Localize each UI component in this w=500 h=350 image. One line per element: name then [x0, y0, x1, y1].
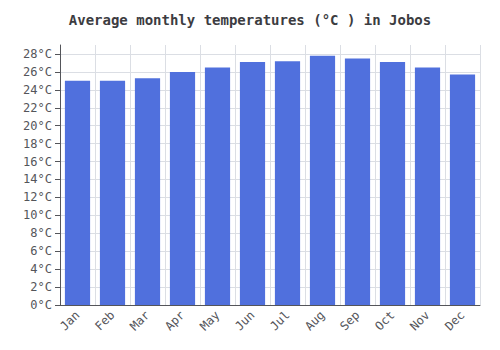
svg-text:14°C: 14°C: [23, 172, 52, 186]
svg-text:Average monthly temperatures (: Average monthly temperatures (°C ) in Jo…: [69, 12, 431, 28]
svg-text:Jul: Jul: [267, 308, 292, 333]
svg-text:Nov: Nov: [407, 308, 432, 333]
svg-text:10°C: 10°C: [23, 208, 52, 222]
svg-text:Oct: Oct: [372, 308, 397, 333]
svg-text:Dec: Dec: [442, 308, 467, 333]
svg-text:Mar: Mar: [127, 308, 152, 333]
svg-text:Jan: Jan: [57, 308, 82, 333]
svg-text:24°C: 24°C: [23, 83, 52, 97]
svg-text:20°C: 20°C: [23, 119, 52, 133]
svg-text:4°C: 4°C: [30, 262, 52, 276]
svg-text:22°C: 22°C: [23, 101, 52, 115]
svg-text:Jun: Jun: [232, 308, 257, 333]
svg-text:Sep: Sep: [337, 308, 362, 333]
svg-text:0°C: 0°C: [30, 298, 52, 312]
svg-text:18°C: 18°C: [23, 137, 52, 151]
svg-text:6°C: 6°C: [30, 244, 52, 258]
svg-text:28°C: 28°C: [23, 47, 52, 61]
svg-text:2°C: 2°C: [30, 280, 52, 294]
svg-text:26°C: 26°C: [23, 65, 52, 79]
svg-text:16°C: 16°C: [23, 155, 52, 169]
svg-text:May: May: [197, 308, 222, 333]
svg-text:8°C: 8°C: [30, 226, 52, 240]
svg-text:Apr: Apr: [162, 308, 187, 333]
svg-text:Aug: Aug: [302, 308, 327, 333]
svg-text:12°C: 12°C: [23, 190, 52, 204]
svg-text:Feb: Feb: [92, 308, 117, 333]
